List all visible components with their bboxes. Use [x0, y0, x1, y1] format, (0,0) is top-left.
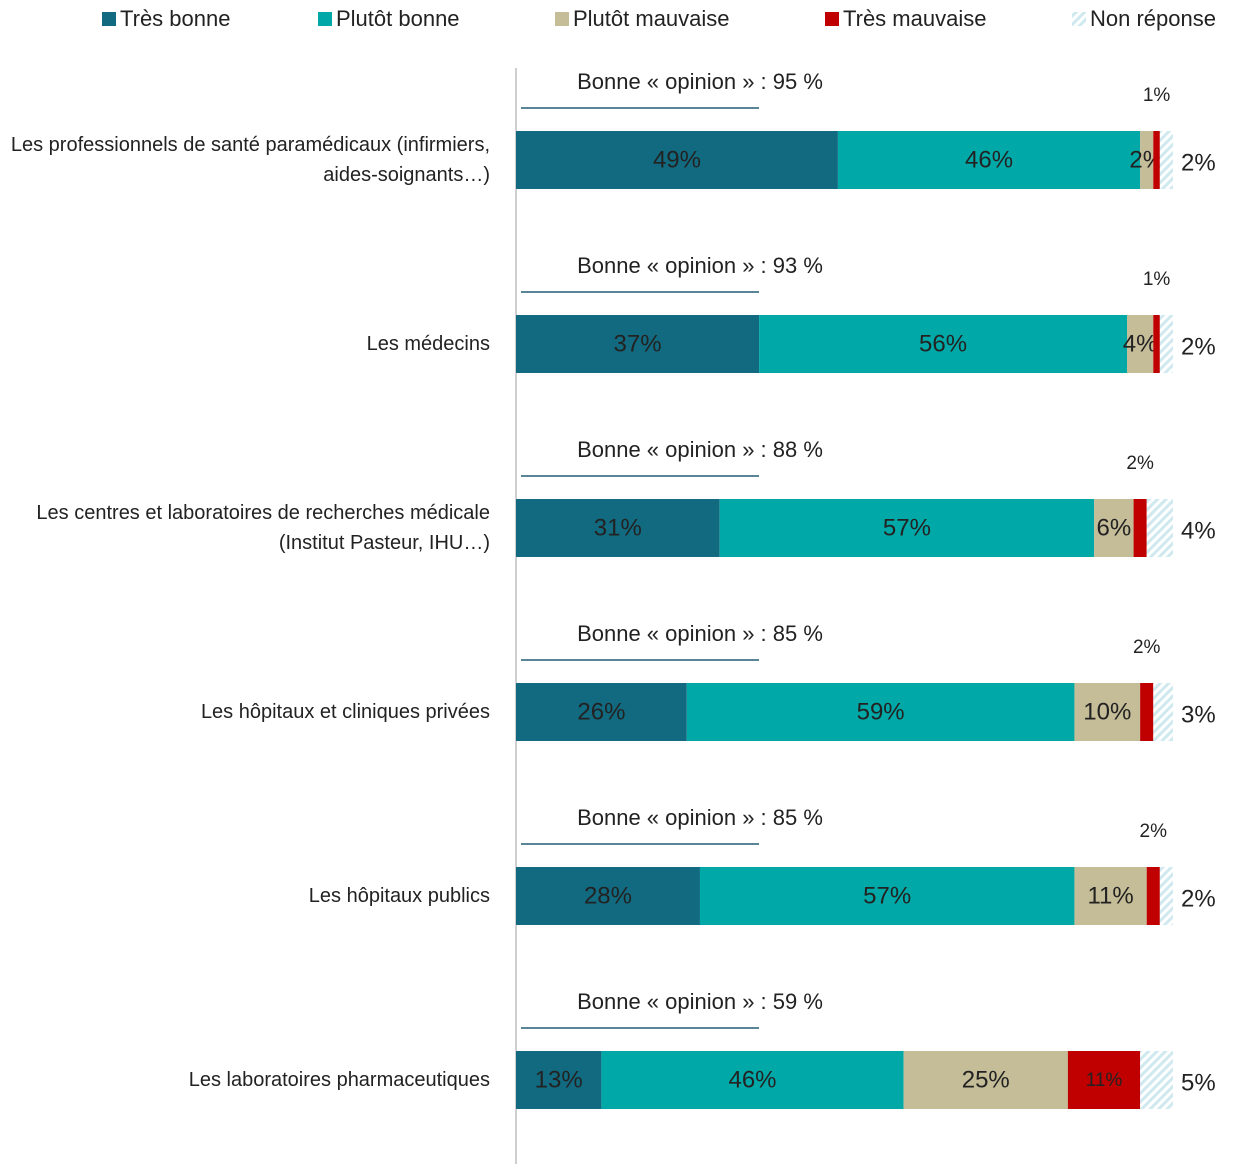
value-label: 6% — [1097, 514, 1132, 541]
value-label: 59% — [857, 698, 905, 725]
value-label: 49% — [653, 146, 701, 173]
bar-segment — [1153, 315, 1160, 373]
bar-segment — [516, 1051, 602, 1109]
value-label: 46% — [728, 1066, 776, 1093]
value-label: 3% — [1181, 701, 1216, 728]
value-label: 31% — [594, 514, 642, 541]
bar-segment — [1146, 867, 1160, 925]
bar-segment — [516, 499, 720, 557]
bar-segment — [686, 683, 1075, 741]
value-label: 11% — [1087, 882, 1133, 909]
value-label: 11% — [1086, 1070, 1123, 1091]
legend-swatch — [102, 12, 116, 26]
value-label: 57% — [883, 514, 931, 541]
bar-segment — [719, 499, 1095, 557]
value-label: 25% — [962, 1066, 1010, 1093]
bar-segment — [1140, 1051, 1173, 1109]
category-label: Les professionnels de santé paramédicaux… — [10, 134, 490, 186]
legend-swatch — [1072, 12, 1086, 26]
value-label: 1% — [1143, 269, 1171, 290]
bar-segment — [1067, 1051, 1141, 1109]
bar-segment — [1094, 499, 1134, 557]
bar-segment — [759, 315, 1128, 373]
bar-segment — [516, 867, 700, 925]
legend-swatch — [825, 12, 839, 26]
annotation: Bonne « opinion » : 93 % — [577, 253, 823, 278]
bar-segment — [699, 867, 1075, 925]
category-label: Les médecins — [366, 333, 490, 355]
legend-label: Non réponse — [1090, 6, 1216, 31]
value-label: 2% — [1181, 149, 1216, 176]
category-label: Les hôpitaux et cliniques privées — [200, 701, 490, 723]
value-label: 37% — [614, 330, 662, 357]
bar-segment — [1159, 315, 1173, 373]
value-label: 2% — [1181, 333, 1216, 360]
value-label: 2% — [1140, 821, 1168, 842]
legend-label: Plutôt mauvaise — [573, 6, 730, 31]
value-label: 2% — [1133, 637, 1161, 658]
category-label: Les laboratoires pharmaceutiques — [188, 1069, 490, 1091]
annotation: Bonne « opinion » : 59 % — [577, 989, 823, 1014]
legend-label: Plutôt bonne — [336, 6, 460, 31]
bar-segment — [516, 131, 838, 189]
value-label: 2% — [1181, 885, 1216, 912]
value-label: 57% — [863, 882, 911, 909]
bar-segment — [601, 1051, 904, 1109]
legend-label: Très bonne — [120, 6, 230, 31]
bar-segment — [1074, 683, 1141, 741]
bar-segment — [1074, 867, 1147, 925]
annotation: Bonne « opinion » : 88 % — [577, 437, 823, 462]
value-label: 4% — [1123, 330, 1158, 357]
bar-segment — [1133, 499, 1147, 557]
bar-segment — [1153, 131, 1160, 189]
value-label: 28% — [584, 882, 632, 909]
value-label: 1% — [1143, 85, 1171, 106]
value-label: 4% — [1181, 517, 1216, 544]
bar-segment — [1140, 683, 1154, 741]
annotation: Bonne « opinion » : 95 % — [577, 69, 823, 94]
bar-segment — [1159, 867, 1173, 925]
annotation: Bonne « opinion » : 85 % — [577, 621, 823, 646]
bar-segment — [1146, 499, 1173, 557]
bar-segment — [837, 131, 1141, 189]
value-label: 56% — [919, 330, 967, 357]
value-label: 46% — [965, 146, 1013, 173]
bar-segment — [903, 1051, 1068, 1109]
category-label: Les hôpitaux publics — [308, 885, 490, 907]
annotation: Bonne « opinion » : 85 % — [577, 805, 823, 830]
bar-segment — [516, 315, 760, 373]
legend-swatch — [318, 12, 332, 26]
bar-segment — [1127, 315, 1154, 373]
legend-swatch — [555, 12, 569, 26]
bar-segment — [1153, 683, 1173, 741]
value-label: 10% — [1083, 698, 1131, 725]
value-label: 26% — [577, 698, 625, 725]
value-label: 2% — [1126, 453, 1154, 474]
category-label: Les centres et laboratoires de recherche… — [36, 502, 490, 554]
bar-segment — [516, 683, 687, 741]
legend-label: Très mauvaise — [843, 6, 986, 31]
bar-segment — [1140, 131, 1154, 189]
value-label: 13% — [535, 1066, 583, 1093]
bar-segment — [1159, 131, 1173, 189]
value-label: 5% — [1181, 1069, 1216, 1096]
